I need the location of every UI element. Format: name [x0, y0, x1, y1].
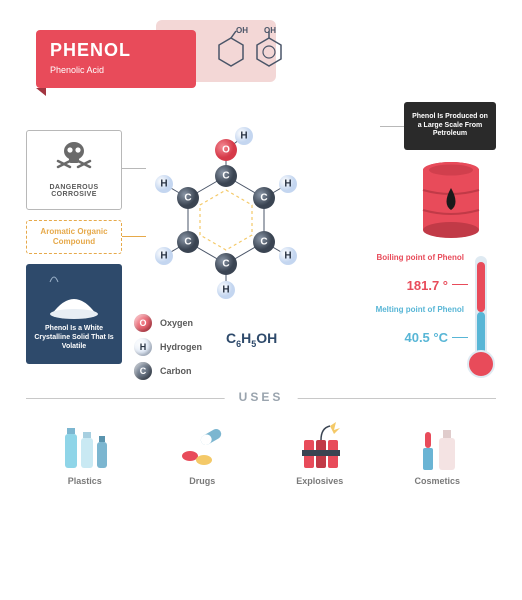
use-cosmetics: Cosmetics [392, 418, 482, 486]
dangerous-corrosive-box: DANGEROUS CORROSIVE [26, 130, 122, 210]
subtitle: Phenolic Acid [50, 65, 182, 75]
uses-row: Plastics Drugs Explosives Cosmetics [26, 418, 496, 486]
svg-text:C: C [222, 259, 229, 270]
svg-text:C: C [184, 193, 191, 204]
use-drugs: Drugs [157, 418, 247, 486]
svg-text:C: C [222, 171, 229, 182]
svg-text:O: O [222, 145, 230, 156]
banner-front: PHENOL Phenolic Acid [36, 30, 196, 88]
legend-text: Carbon [160, 366, 192, 376]
svg-text:C: C [184, 237, 191, 248]
plastics-icon [55, 418, 115, 474]
powder-icon [44, 270, 104, 320]
atom-legend: O Oxygen H Hydrogen C Carbon [134, 314, 304, 386]
uses-title: USES [225, 390, 298, 404]
use-label: Drugs [157, 476, 247, 486]
legend-row: O Oxygen [134, 314, 304, 332]
svg-text:H: H [160, 251, 167, 262]
svg-text:H: H [284, 179, 291, 190]
petroleum-box: Phenol Is Produced on a Large Scale From… [404, 102, 496, 150]
melting-point-value: 40.5 °C [404, 330, 448, 345]
leader-line [380, 126, 404, 127]
danger-label: DANGEROUS CORROSIVE [27, 184, 121, 198]
use-label: Explosives [275, 476, 365, 486]
thermometer-icon [466, 252, 496, 382]
use-plastics: Plastics [40, 418, 130, 486]
legend-text: Oxygen [160, 318, 193, 328]
aromatic-box: Aromatic Organic Compound [26, 220, 122, 254]
svg-text:C: C [260, 237, 267, 248]
explosives-icon [290, 418, 350, 474]
oh-label: OH [236, 26, 248, 35]
header-banner: PHENOL Phenolic Acid OH OH [36, 20, 276, 98]
crystal-label: Phenol Is a White Crystalline Solid That… [32, 325, 116, 351]
leader-line [122, 168, 146, 169]
hydrogen-ball: H [134, 338, 152, 356]
boiling-point-label: Boiling point of Phenol [376, 254, 464, 263]
use-label: Cosmetics [392, 476, 482, 486]
use-label: Plastics [40, 476, 130, 486]
leader-line [122, 236, 146, 237]
oh-label: OH [264, 26, 276, 35]
legend-row: C Carbon [134, 362, 304, 380]
mini-hex-1: OH [216, 28, 246, 75]
petro-label: Phenol Is Produced on a Large Scale From… [410, 113, 490, 139]
aroma-label: Aromatic Organic Compound [27, 227, 121, 246]
svg-text:H: H [284, 251, 291, 262]
drugs-icon [172, 418, 232, 474]
mini-hex-2: OH [254, 28, 284, 75]
svg-text:H: H [240, 131, 247, 142]
cosmetics-icon [407, 418, 467, 474]
molecule-diagram: O H C C C C C C H H H H H [146, 116, 306, 306]
legend-row: H Hydrogen [134, 338, 304, 356]
title: PHENOL [50, 40, 182, 61]
carbon-ball: C [134, 362, 152, 380]
legend-text: Hydrogen [160, 342, 202, 352]
crystalline-box: Phenol Is a White Crystalline Solid That… [26, 264, 122, 364]
svg-text:C: C [260, 193, 267, 204]
boiling-point-value: 181.7 ° [407, 278, 448, 293]
melting-point-label: Melting point of Phenol [376, 306, 464, 315]
infographic-frame: PHENOL Phenolic Acid OH OH DANGEROUS COR… [26, 20, 496, 580]
skull-icon [52, 137, 96, 177]
chemical-formula: C6H5OH [226, 330, 277, 349]
svg-text:H: H [160, 179, 167, 190]
oxygen-ball: O [134, 314, 152, 332]
use-explosives: Explosives [275, 418, 365, 486]
svg-text:H: H [222, 285, 229, 296]
oil-barrel-icon [418, 160, 484, 247]
